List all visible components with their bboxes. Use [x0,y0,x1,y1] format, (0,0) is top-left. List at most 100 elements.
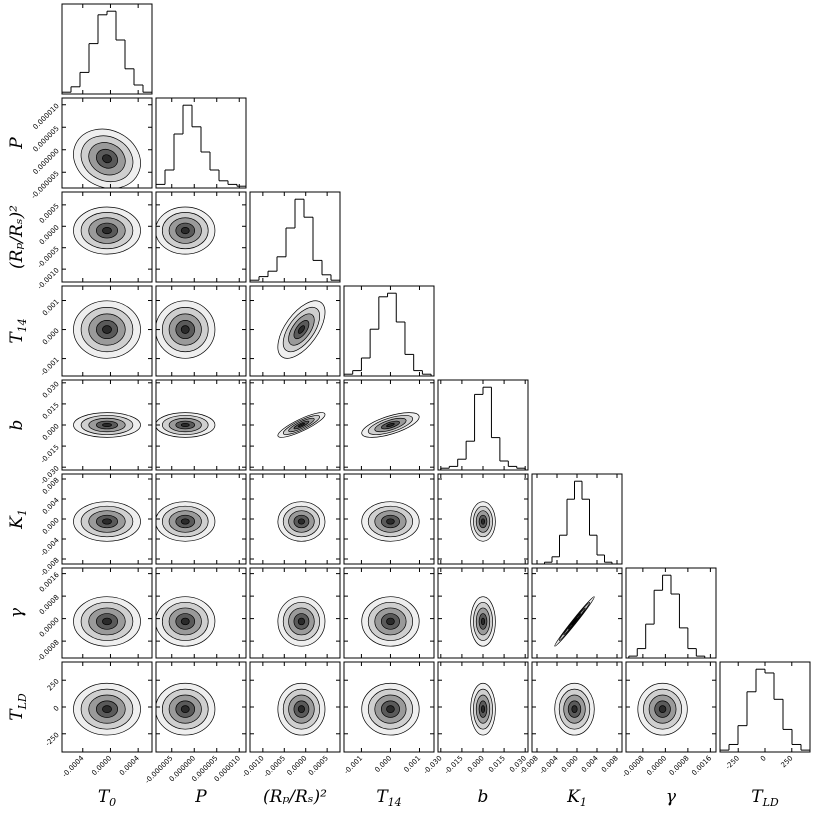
y-tick-label: -250 [44,731,61,748]
y-axis-title: TLD [7,693,29,721]
panel-frame [625,567,717,659]
panel-content [440,386,526,470]
x-tick-label: -0.0004 [61,754,86,779]
density-contour [386,518,395,525]
panel [531,567,623,659]
x-tick-label: -0.0008 [621,754,646,779]
panel-content [73,412,141,438]
density-contour [480,518,486,525]
panel-frame [155,97,247,189]
panel-content [156,501,216,542]
y-tick-label: -0.015 [39,443,61,465]
panel [249,285,341,377]
x-tick-label: -250 [724,754,741,771]
panel-frame [155,191,247,283]
panel [437,379,529,471]
x-tick-label: 0.0000 [90,754,113,777]
panel-content [250,198,340,282]
axis-title-main: (Rₚ/Rₛ)² [7,205,27,269]
density-contour [102,518,112,525]
x-tick-label: 0.000 [373,754,393,774]
density-contour [102,617,112,626]
axis-title-main: T [376,787,389,807]
panel-content [554,682,595,736]
panel-content [156,206,216,255]
y-tick-label: 250 [46,677,61,692]
y-tick-label: 0.000 [41,327,61,347]
y-tick-label: -0.001 [39,356,61,378]
x-axis-title: TLD [751,787,779,809]
panel-content [361,412,420,438]
panel [61,285,153,377]
panel [61,567,153,659]
density-contour [386,705,395,714]
panel [531,661,623,753]
x-tick-label: 0 [759,754,768,763]
y-tick-label: 0.0005 [38,202,61,225]
panel-content [73,128,141,188]
x-axis-title: (Rₚ/Rₛ)² [263,787,327,807]
x-tick-label: 0.0005 [307,754,330,777]
panel-frame [249,567,341,659]
panel [437,567,529,659]
x-tick-label: 0.000 [560,754,580,774]
panel-frame [61,3,153,95]
y-tick-label: 0.0000 [38,223,61,246]
panel [249,661,341,753]
y-tick-label: 0.015 [41,401,61,421]
axis-title-sub: 1 [16,509,29,516]
panel-content [73,682,141,736]
axis-title-main: K [7,515,27,530]
panel-content [156,596,216,647]
panel [155,285,247,377]
axis-title-sub: LD [762,796,779,809]
density-contour [480,617,486,626]
panel-frame [719,661,811,753]
y-tick-label: 0.004 [41,496,61,516]
axis-title-main: b [7,420,27,431]
x-tick-label: -0.0005 [262,754,287,779]
panel [155,379,247,471]
density-contour [180,422,190,428]
density-contour [297,518,305,525]
panel-content [544,480,620,564]
panel-content [73,501,141,542]
y-tick-label: -0.004 [39,536,61,558]
panel-content [628,574,714,658]
axis-title-main: T [751,787,764,807]
x-tick-label: -0.004 [538,754,560,776]
panel-content [361,682,420,736]
panel-content [277,596,326,647]
axis-title-sub: 14 [388,796,402,809]
panel-content [156,300,216,359]
panel [61,191,153,283]
x-tick-label: -0.001 [343,754,365,776]
panel [155,661,247,753]
axis-title-main: P [194,787,207,807]
axis-title-main: T [7,708,27,721]
x-tick-label: -0.0010 [241,754,266,779]
panel-frame [61,97,153,189]
panel [61,473,153,565]
y-tick-label: -0.0010 [36,266,61,291]
panel-frame [61,567,153,659]
density-contour [102,422,112,428]
y-tick-label: 0.0000 [38,616,61,639]
panel [343,473,435,565]
x-tick-label: 0.004 [580,754,600,774]
density-contour [386,617,395,626]
panel-frame [61,285,153,377]
x-axis-title: P [194,787,207,807]
y-axis-title: T14 [7,318,29,343]
density-contour [180,617,190,626]
panel-content [277,682,326,736]
y-tick-label: 0 [52,704,61,713]
panel [531,473,623,565]
panel [625,567,717,659]
x-tick-label: 0.008 [600,754,620,774]
panel [249,379,341,471]
panel-content [720,668,810,752]
density-contour [180,705,190,714]
y-axis-title: γ [7,607,27,618]
